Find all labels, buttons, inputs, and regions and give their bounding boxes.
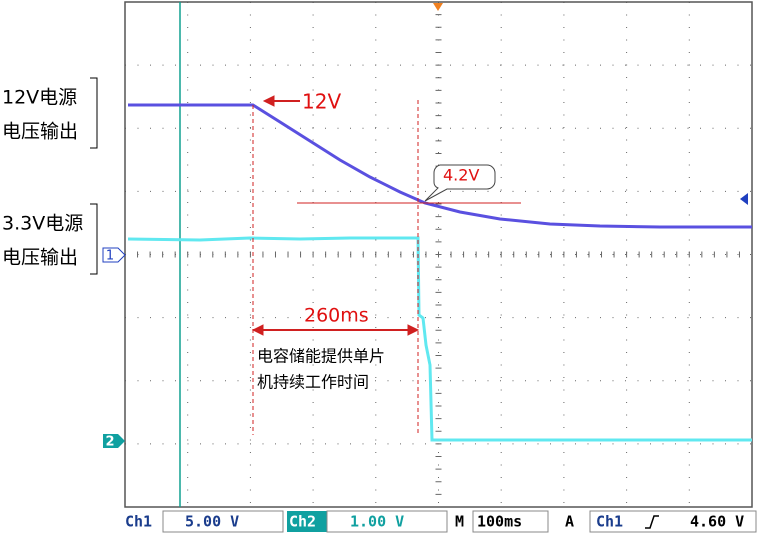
ch1-marker <box>102 247 126 263</box>
callout-bubble <box>424 164 496 202</box>
ch1-marker-label: 1 <box>106 249 114 264</box>
trigger-level-marker <box>740 193 748 205</box>
annotation: 12V <box>302 90 341 114</box>
ch2-trace <box>127 236 752 442</box>
ch1-trace <box>128 103 752 229</box>
channel-label: 12V电源 <box>2 87 77 109</box>
channel-label: 电压输出 <box>2 121 78 143</box>
channel-label: 电压输出 <box>2 247 78 269</box>
annotation: 电容储能提供单片 <box>257 347 385 366</box>
annotation: 机持续工作时间 <box>257 373 369 392</box>
status-text: 100ms <box>477 513 522 531</box>
status-text: 1.00 V <box>350 513 404 531</box>
left-labels: 12V电源 电压输出 3.3V电源 电压输出 <box>2 77 98 275</box>
status-text: Ch2 <box>289 513 316 531</box>
status-text: A <box>565 513 574 531</box>
channel-label: 3.3V电源 <box>2 213 83 235</box>
ch2-marker-label: 2 <box>105 435 114 450</box>
annotation: 4.2V <box>443 166 479 185</box>
ch2-marker <box>103 434 125 448</box>
status-text: 5.00 V <box>185 513 239 531</box>
annotation: 260ms <box>304 305 369 327</box>
status-text: Ch1 <box>596 513 623 531</box>
status-text: 4.60 V <box>690 513 744 531</box>
status-bar: Ch1 5.00 V Ch2 1.00 V M 100ms A Ch1 4.60… <box>125 510 757 533</box>
status-text: Ch1 <box>125 513 152 531</box>
annotation-lines <box>251 95 521 435</box>
status-text: M <box>455 513 464 531</box>
trigger-position-marker <box>433 3 443 11</box>
